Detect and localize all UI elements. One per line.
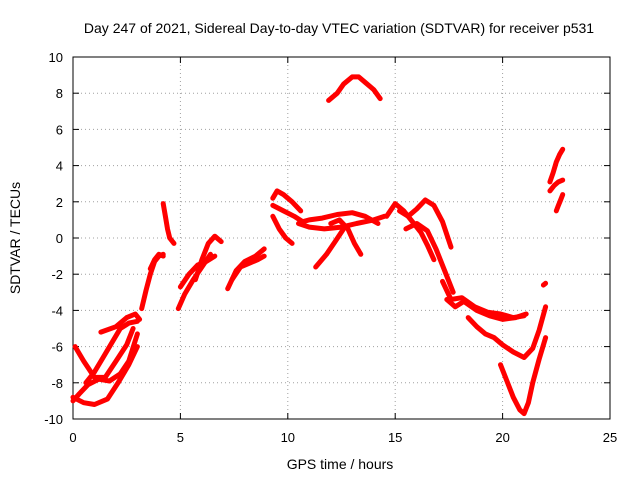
series-arc-31 bbox=[553, 192, 566, 214]
series-arc-03 bbox=[70, 344, 140, 407]
series-arc-02 bbox=[72, 326, 136, 380]
series-arc-13 bbox=[229, 253, 267, 283]
series-arc-26 bbox=[465, 304, 549, 360]
x-tick-label: 0 bbox=[69, 430, 76, 445]
series-arc-20 bbox=[328, 217, 364, 257]
y-axis-label: SDTVAR / TECUs bbox=[7, 182, 23, 294]
series-arc-05 bbox=[98, 311, 143, 335]
series-arc-19 bbox=[326, 74, 383, 103]
chart-title: Day 247 of 2021, Sidereal Day-to-day VTE… bbox=[84, 20, 594, 36]
series-arc-29 bbox=[547, 146, 566, 185]
x-tick-label: 5 bbox=[177, 430, 184, 445]
series-arc-14 bbox=[270, 188, 304, 214]
series-arc-27 bbox=[498, 335, 549, 417]
y-tick-labels: -10 -8 -6 -4 -2 0 2 4 6 8 10 bbox=[44, 50, 63, 427]
y-tick-label: 2 bbox=[56, 195, 63, 210]
y-tick-label: 8 bbox=[56, 86, 63, 101]
y-tick-label: 10 bbox=[49, 50, 63, 65]
series-arc-25 bbox=[444, 297, 529, 322]
grid bbox=[73, 57, 610, 419]
y-tick-label: -2 bbox=[51, 267, 63, 282]
series-arc-11 bbox=[192, 233, 224, 283]
series-arc-12 bbox=[225, 246, 267, 292]
series-arc-18 bbox=[313, 226, 347, 270]
y-tick-label: -10 bbox=[44, 412, 63, 427]
x-axis-label: GPS time / hours bbox=[287, 456, 394, 472]
y-tick-label: -4 bbox=[51, 303, 63, 318]
series-arc-07 bbox=[147, 251, 166, 272]
series-arc-16 bbox=[270, 213, 295, 246]
axis-ticks bbox=[72, 56, 611, 420]
x-tick-label: 15 bbox=[388, 430, 402, 445]
data-series bbox=[70, 74, 566, 417]
y-tick-label: -8 bbox=[51, 376, 63, 391]
y-tick-label: -6 bbox=[51, 340, 63, 355]
x-tick-label: 20 bbox=[495, 430, 509, 445]
series-arc-22 bbox=[397, 197, 454, 250]
series-arc-04 bbox=[83, 318, 140, 386]
y-tick-label: 6 bbox=[56, 122, 63, 137]
series-arc-15 bbox=[270, 202, 381, 226]
x-tick-labels: 0 5 10 15 20 25 bbox=[69, 430, 617, 445]
y-tick-label: 0 bbox=[56, 231, 63, 246]
series-arc-28 bbox=[540, 280, 549, 288]
x-tick-label: 10 bbox=[281, 430, 295, 445]
series-arc-08 bbox=[160, 201, 177, 246]
series-arc-21 bbox=[384, 201, 437, 263]
x-tick-label: 25 bbox=[603, 430, 617, 445]
series-arc-17 bbox=[296, 213, 387, 232]
y-tick-label: 4 bbox=[56, 159, 63, 174]
series-arc-30 bbox=[547, 177, 566, 194]
series-arc-23 bbox=[403, 221, 456, 295]
